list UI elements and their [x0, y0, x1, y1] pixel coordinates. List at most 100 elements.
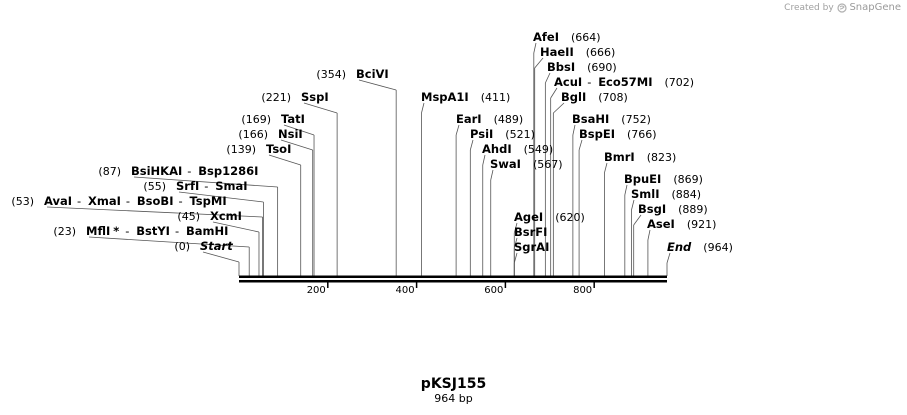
cut-position: (921) — [687, 218, 717, 231]
enzyme-name: AfeI — [533, 30, 559, 44]
enzyme-name: BmrI — [604, 150, 635, 164]
site-labels: Start(0)MflI * - BstYI - BamHI(23)XcmI(45)Ava… — [11, 30, 732, 254]
enzyme-name: XcmI — [210, 209, 242, 223]
cut-line-leader — [268, 154, 301, 166]
cut-position: (702) — [665, 76, 695, 89]
site-label[interactable]: SrfI - SmaI (55) — [143, 179, 247, 193]
axis-tick-label: 400 — [395, 285, 414, 296]
cut-line-leader — [303, 102, 338, 114]
cut-position: (53) — [11, 195, 34, 208]
cut-position: (45) — [177, 210, 200, 223]
cut-position: (620) — [555, 211, 585, 224]
site-label[interactable]: XcmI (45) — [177, 209, 242, 223]
cut-position: (664) — [571, 31, 601, 44]
site-label[interactable]: BbsI (690) — [547, 60, 617, 74]
site-label[interactable]: AfeI (664) — [533, 30, 601, 44]
enzyme-name: MflI — [86, 224, 110, 238]
site-label[interactable]: BmrI (823) — [604, 150, 676, 164]
cut-line-leader — [421, 102, 425, 114]
site-label[interactable]: TsoI (139) — [226, 142, 291, 156]
cut-line-leader — [624, 184, 628, 196]
site-label[interactable]: MflI * - BstYI - BamHI(23) — [53, 224, 228, 238]
site-label[interactable]: BsrFI — [514, 225, 547, 239]
cut-line-leader — [178, 191, 264, 203]
cut-line-leader — [633, 214, 642, 226]
axis-tick-label: 600 — [484, 285, 503, 296]
enzyme-name: SrfI — [176, 179, 199, 193]
enzyme-name: BsoBI — [137, 194, 174, 208]
enzyme-name: XmaI — [88, 194, 121, 208]
enzyme-name: BpuEI — [624, 172, 661, 186]
enzyme-name: TatI — [281, 112, 305, 126]
cut-position: (354) — [316, 68, 346, 81]
site-label[interactable]: End (964) — [667, 240, 733, 254]
snapgene-logo-icon — [836, 2, 847, 13]
site-label[interactable]: PsiI (521) — [470, 127, 535, 141]
cut-position: (666) — [586, 46, 616, 59]
site-label[interactable]: AseI (921) — [647, 217, 716, 231]
snapgene-watermark: Created by SnapGene — [784, 2, 901, 13]
cut-position: (411) — [481, 91, 511, 104]
backbone-top-strand — [239, 275, 667, 278]
site-label[interactable]: AgeI (620) — [514, 210, 585, 224]
backbone-bottom-strand — [239, 280, 667, 283]
site-label[interactable]: NsiI (166) — [238, 127, 302, 141]
cut-line-leader — [133, 176, 278, 188]
enzyme-name: BsiHKAI — [131, 164, 182, 178]
cut-position: (166) — [238, 128, 268, 141]
name-separator: - — [587, 75, 591, 89]
cut-line-leader — [533, 42, 537, 54]
enzyme-name: MspA1I — [421, 90, 469, 104]
cut-position: (869) — [673, 173, 703, 186]
cut-position: (752) — [621, 113, 651, 126]
cut-line-leader — [202, 251, 240, 263]
enzyme-name: BspEI — [579, 127, 615, 141]
star-activity-icon: * — [113, 224, 119, 238]
site-label[interactable]: EarI (489) — [456, 112, 523, 126]
site-label[interactable]: SspI (221) — [261, 90, 328, 104]
site-label[interactable]: BsiHKAI - Bsp1286I (87) — [98, 164, 258, 178]
cut-position: (0) — [174, 240, 190, 253]
site-label[interactable]: SmlI (884) — [631, 187, 701, 201]
axis-tick-label: 800 — [573, 285, 592, 296]
cut-position: (221) — [261, 91, 291, 104]
cut-position: (884) — [672, 188, 702, 201]
site-label[interactable]: BglI (708) — [561, 90, 628, 104]
name-separator: - — [175, 224, 179, 238]
cut-line-leader — [490, 169, 494, 181]
site-label[interactable]: SgrAI — [514, 240, 549, 254]
enzyme-name: TspMI — [189, 194, 226, 208]
cut-line-leader — [513, 252, 518, 264]
site-label[interactable]: BspEI (766) — [579, 127, 657, 141]
cut-line-leader — [544, 72, 551, 84]
site-label[interactable]: SwaI (567) — [490, 157, 563, 171]
site-label[interactable]: BciVI (354) — [316, 67, 388, 81]
cut-position: (708) — [598, 91, 628, 104]
site-label[interactable]: HaeII (666) — [540, 45, 615, 59]
enzyme-name: AseI — [647, 217, 675, 231]
site-label[interactable]: Start (0) — [174, 239, 233, 253]
enzyme-name: BamHI — [186, 224, 228, 238]
site-label[interactable]: TatI (169) — [241, 112, 305, 126]
enzyme-name: AcuI — [554, 75, 582, 89]
cut-position: (87) — [98, 165, 121, 178]
cut-position: (823) — [647, 151, 677, 164]
site-label[interactable]: MspA1I (411) — [421, 90, 510, 104]
enzyme-name: Eco57MI — [598, 75, 652, 89]
enzyme-name: AgeI — [514, 210, 543, 224]
site-label[interactable]: AhdI (549) — [482, 142, 553, 156]
cut-line-leader — [578, 139, 583, 151]
site-label[interactable]: AvaI - XmaI - BsoBI - TspMI(53) — [11, 194, 226, 208]
cut-line-leader — [534, 57, 544, 69]
enzyme-name: BsaHI — [572, 112, 609, 126]
site-label[interactable]: BsaHI (752) — [572, 112, 651, 126]
map-title: pKSJ155 — [420, 376, 487, 392]
cut-line-leader — [212, 221, 260, 233]
site-label[interactable]: BsgI (889) — [638, 202, 708, 216]
map-length: 964 bp — [434, 392, 473, 405]
site-label[interactable]: AcuI - Eco57MI (702) — [554, 75, 694, 89]
site-label[interactable]: BpuEI (869) — [624, 172, 703, 186]
cut-position: (55) — [143, 180, 166, 193]
cut-position: (23) — [53, 225, 76, 238]
